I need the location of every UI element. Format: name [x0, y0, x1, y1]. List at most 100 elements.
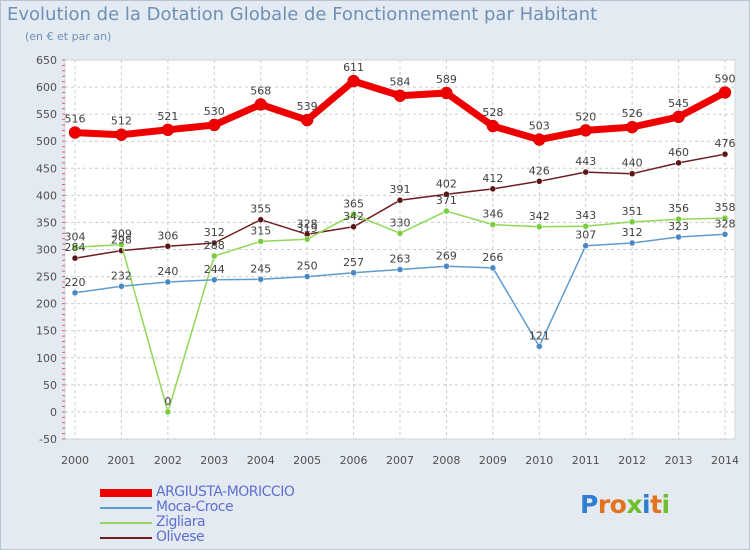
legend-item-moca-croce: Moca-Croce [100, 500, 360, 515]
data-point-argiusta-moriccio [533, 133, 546, 146]
data-label-olivese: 440 [622, 157, 643, 170]
data-point-moca-croce [721, 231, 729, 238]
data-point-olivese [675, 159, 682, 167]
y-tick-label: 400 [36, 189, 57, 202]
data-label-moca-croce: 121 [529, 329, 550, 342]
data-label-zigliara: 304 [65, 230, 86, 243]
data-label-olivese: 284 [65, 241, 86, 254]
data-label-argiusta-moriccio: 539 [297, 100, 318, 113]
data-label-moca-croce: 257 [343, 256, 364, 269]
data-label-moca-croce: 263 [390, 253, 411, 266]
data-label-argiusta-moriccio: 520 [575, 110, 596, 123]
legend: ARGIUSTA-MORICCIO Moca-Croce Zigliara Ol… [100, 485, 360, 545]
legend-item-olivese: Olivese [100, 530, 360, 545]
x-tick-label: 2013 [665, 454, 693, 467]
data-point-moca-croce [443, 263, 450, 270]
data-label-argiusta-moriccio: 516 [65, 113, 86, 126]
data-label-argiusta-moriccio: 503 [529, 120, 550, 133]
data-point-argiusta-moriccio [486, 119, 500, 133]
data-point-olivese [396, 196, 404, 204]
legend-swatch-moca-croce [100, 507, 152, 509]
data-point-zigliara [164, 408, 172, 416]
data-point-argiusta-moriccio [579, 124, 592, 137]
data-label-zigliara: 0 [164, 395, 171, 408]
data-label-zigliara: 315 [250, 224, 271, 237]
data-label-argiusta-moriccio: 530 [204, 105, 225, 118]
data-point-olivese [536, 178, 543, 185]
legend-label-moca-croce: Moca-Croce [156, 499, 234, 515]
data-point-zigliara [71, 244, 79, 251]
logo-letter: i [661, 490, 671, 519]
x-tick-label: 2005 [293, 454, 321, 467]
data-point-moca-croce [628, 239, 636, 247]
y-tick-label: 650 [36, 54, 57, 67]
logo-letter: r [597, 490, 610, 519]
data-label-olivese: 443 [575, 155, 596, 168]
x-tick-label: 2003 [200, 454, 228, 467]
x-tick-label: 2002 [154, 454, 182, 467]
data-label-argiusta-moriccio: 590 [715, 72, 736, 85]
x-tick-label: 2012 [618, 454, 646, 467]
y-tick-label: 600 [36, 81, 57, 94]
data-point-moca-croce [396, 266, 404, 273]
data-label-moca-croce: 323 [668, 220, 689, 233]
chart-title: Evolution de la Dotation Globale de Fonc… [7, 4, 598, 25]
data-point-moca-croce [118, 283, 125, 290]
data-label-olivese: 391 [390, 183, 411, 196]
x-tick-label: 2014 [711, 454, 739, 467]
data-point-argiusta-moriccio [161, 123, 175, 137]
data-point-argiusta-moriccio [393, 89, 407, 102]
proxiti-logo: Proxiti [580, 490, 670, 519]
data-label-argiusta-moriccio: 611 [343, 61, 364, 74]
y-tick-label: 100 [36, 352, 57, 365]
x-tick-label: 2004 [247, 454, 275, 467]
data-label-moca-croce: 250 [297, 260, 318, 273]
data-label-argiusta-moriccio: 589 [436, 73, 457, 86]
data-point-olivese [721, 150, 729, 158]
data-label-moca-croce: 328 [715, 217, 736, 230]
data-label-olivese: 412 [482, 172, 503, 185]
data-label-zigliara: 288 [204, 239, 225, 252]
data-point-moca-croce [303, 273, 311, 280]
data-point-moca-croce [211, 276, 218, 284]
legend-label-argiusta-moriccio: ARGIUSTA-MORICCIO [156, 484, 295, 500]
data-label-argiusta-moriccio: 521 [157, 110, 178, 123]
data-point-argiusta-moriccio [208, 118, 221, 132]
data-point-moca-croce [257, 276, 264, 283]
data-point-zigliara [443, 207, 450, 215]
data-label-zigliara: 371 [436, 194, 457, 207]
data-label-zigliara: 319 [297, 222, 318, 235]
y-tick-label: 50 [43, 379, 57, 392]
data-point-zigliara [582, 222, 589, 230]
data-point-argiusta-moriccio [68, 126, 82, 139]
data-label-moca-croce: 220 [65, 276, 86, 289]
y-tick-label: -50 [39, 433, 57, 446]
data-label-olivese: 402 [436, 177, 457, 190]
data-point-zigliara [536, 223, 543, 231]
data-label-argiusta-moriccio: 568 [250, 84, 271, 97]
data-label-argiusta-moriccio: 545 [668, 97, 689, 110]
y-tick-label: 500 [36, 135, 57, 148]
y-tick-label: 250 [36, 271, 57, 284]
y-tick-label: 200 [36, 298, 57, 311]
data-label-olivese: 306 [157, 229, 178, 242]
x-tick-label: 2011 [572, 454, 600, 467]
logo-letter: t [650, 490, 662, 519]
logo-letter: x [626, 490, 642, 519]
data-point-zigliara [489, 221, 497, 228]
logo-letter: i [642, 490, 651, 519]
data-point-moca-croce [675, 233, 682, 241]
data-label-moca-croce: 240 [157, 265, 178, 278]
data-label-argiusta-moriccio: 526 [622, 107, 643, 120]
x-tick-label: 2001 [107, 454, 135, 467]
data-label-zigliara: 356 [668, 202, 689, 215]
y-tick-label: 450 [36, 162, 57, 175]
data-point-zigliara [118, 241, 125, 248]
data-point-olivese [628, 170, 636, 177]
data-point-olivese [489, 185, 497, 193]
x-tick-label: 2010 [525, 454, 553, 467]
data-label-olivese: 426 [529, 164, 550, 177]
legend-item-argiusta-moriccio: ARGIUSTA-MORICCIO [100, 485, 360, 500]
data-point-argiusta-moriccio [625, 120, 639, 134]
data-point-moca-croce [489, 264, 497, 272]
